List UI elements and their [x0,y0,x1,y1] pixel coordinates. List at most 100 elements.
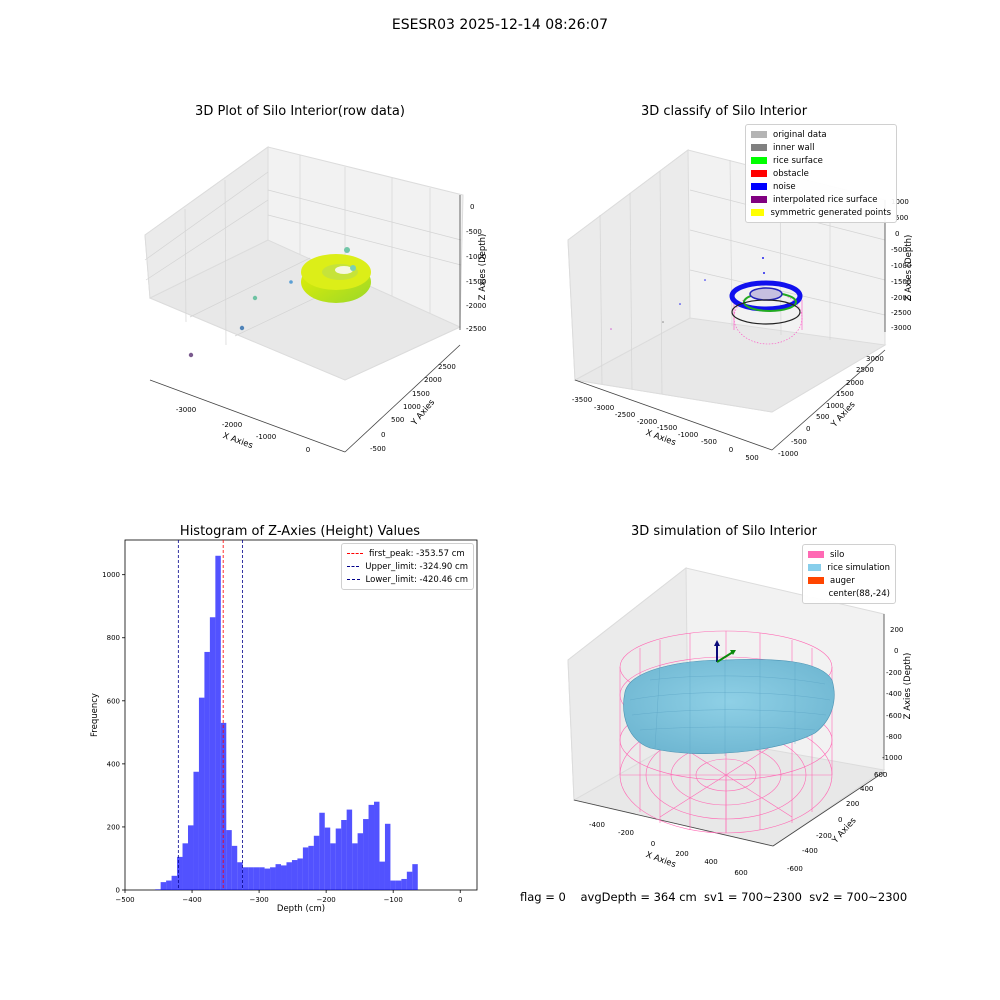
classify-point [662,321,664,323]
legend-swatch [808,577,824,584]
legend-swatch [751,196,767,203]
x-tick: -400 [589,821,605,829]
raw-point [289,280,293,284]
histogram-bar [226,830,232,890]
z-tick: -2000 [891,294,911,302]
y-tick: -500 [791,438,807,446]
legend-label: Upper_limit: -324.90 cm [365,561,468,572]
y-tick: 2500 [856,366,874,374]
histogram-bar [275,864,282,890]
histogram-bars [155,555,418,890]
y-tick: -1000 [778,450,798,458]
simulation-y-ticks: -600 -400 -200 0 200 400 600 [787,771,887,873]
histogram-bar [324,827,331,890]
histogram-bar [237,862,243,890]
y-tick: 500 [816,413,829,421]
x-tick: -500 [701,438,717,446]
legend-item: obstacle [751,167,891,180]
legend-swatch [751,209,765,216]
y-tick-label: 600 [107,697,120,705]
y-tick-label: 1000 [102,571,120,579]
histogram-bar [160,882,167,890]
y-tick: 0 [806,425,810,433]
legend-label: silo [830,549,845,560]
histogram-bar [286,862,292,890]
legend-label: first_peak: -353.57 cm [369,548,465,559]
y-tick-label: 800 [107,634,120,642]
classify-wall-band [731,299,801,325]
y-tick: 600 [874,771,887,779]
classify-point [679,303,681,305]
x-tick-label: −500 [115,896,134,904]
simulation-x-ticks: -400 -200 0 200 400 600 [589,821,748,877]
y-tick: 1500 [836,390,854,398]
histogram-bar [390,880,396,890]
y-tick: 2000 [846,379,864,387]
histogram-bar [374,801,380,890]
histogram-bar [395,880,402,890]
x-tick: -3000 [176,406,196,414]
z-tick: 1000 [891,198,909,206]
y-tick: 200 [846,800,859,808]
legend-swatch [808,590,823,597]
x-tick: 0 [306,446,310,454]
z-tick: -2000 [466,302,486,310]
z-tick: -1000 [891,262,911,270]
simulation-x-label: X Axies [644,850,677,870]
z-tick: -200 [886,669,902,677]
y-tick: 400 [860,785,873,793]
classify-panel-title: 3D classify of Silo Interior [640,104,808,119]
legend-label: rice surface [773,155,823,166]
histogram-bar [406,871,413,890]
x-tick: -2000 [222,421,242,429]
histogram-bar [166,880,172,890]
classify-y-ticks: -1000 -500 0 500 1000 1500 2000 2500 300… [778,355,884,458]
raw-point [344,247,350,253]
histogram-bar [259,867,265,890]
x-tick: -1000 [678,431,698,439]
legend-item: inner wall [751,141,891,154]
histogram-bar [313,835,320,890]
x-tick-label: −200 [317,896,336,904]
histogram-bar [264,868,271,890]
histogram-bar [330,843,336,890]
legend-label: noise [773,181,796,192]
legend-swatch [808,564,822,571]
y-tick: -200 [816,832,832,840]
z-tick: 0 [470,203,474,211]
legend-swatch [347,579,360,580]
histogram-bar [302,847,309,890]
classify-legend: original data inner wall rice surface obsta… [745,124,897,223]
x-tick: -200 [618,829,634,837]
histogram-bar [177,856,183,890]
legend-item: original data [751,128,891,141]
classify-left-pane [567,149,691,381]
x-tick: -2000 [637,418,657,426]
histogram-bar [384,823,391,890]
classify-point [763,272,765,274]
raw-x-ticks: -3000 -2000 -1000 0 [176,406,310,454]
histogram-bar [171,875,178,890]
histogram-reference-lines [177,540,243,890]
y-tick: -600 [787,865,803,873]
simulation-panel-title: 3D simulation of Silo Interior [631,524,817,539]
simulation-3d-plot: -400 -200 0 200 400 600 X Axies -600 -40… [567,566,913,877]
z-tick: -400 [886,690,902,698]
histogram-y-ticks: 0 200 400 600 800 1000 [102,571,125,895]
classify-inner-ring [749,287,783,301]
raw-3d-plot: -3000 -2000 -1000 0 X Axies -500 0 500 1… [144,146,488,454]
legend-item: Upper_limit: -324.90 cm [347,560,468,573]
figure-title: ESESR03 2025-12-14 08:26:07 [391,17,609,33]
z-tick: -1000 [882,754,902,762]
y-tick: 500 [391,416,404,424]
z-tick: -3000 [891,324,911,332]
x-tick: 400 [704,858,717,866]
legend-swatch [347,566,360,567]
raw-y-ticks: -500 0 500 1000 1500 2000 2500 [370,363,456,453]
rice-mesh-lines [629,660,831,756]
y-tick: 3000 [866,355,884,363]
x-tick-label: −100 [384,896,403,904]
legend-item: first_peak: -353.57 cm [347,547,468,560]
raw-rice-hole [335,266,353,274]
